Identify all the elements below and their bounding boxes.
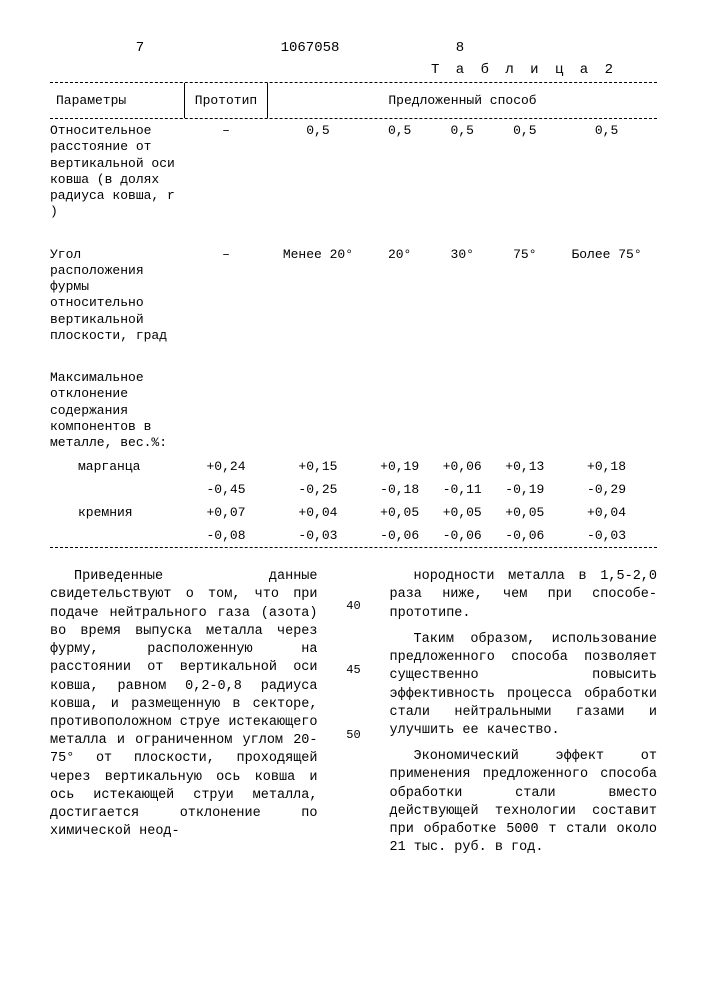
cell: –: [185, 243, 268, 349]
cell: -0,03: [556, 524, 657, 547]
cell: 30°: [431, 243, 494, 349]
th-params: Параметры: [50, 83, 185, 118]
table-row: Максимальное отклонение содержания компо…: [50, 366, 657, 455]
page-num-left: 7: [50, 40, 230, 56]
line-mark: 50: [346, 727, 360, 743]
cell: +0,07: [185, 501, 268, 524]
table-row: -0,08 -0,03 -0,06 -0,06 -0,06 -0,03: [50, 524, 657, 547]
row-label: Угол расположения фурмы относительно вер…: [50, 243, 185, 349]
cell: +0,05: [368, 501, 431, 524]
table-row: марганца +0,24 +0,15 +0,19 +0,06 +0,13 +…: [50, 455, 657, 478]
doc-number: 1067058: [230, 40, 390, 56]
cell: Менее 20°: [268, 243, 369, 349]
row-label: Относительное расстояние от вертикальной…: [50, 119, 185, 225]
cell: -0,11: [431, 478, 494, 501]
cell: +0,13: [494, 455, 557, 478]
table-header-row: Параметры Прототип Предложенный способ: [50, 83, 657, 118]
body-text: Приведенные данные свидетельствуют о том…: [50, 568, 657, 865]
row-label: марганца: [50, 455, 185, 478]
paragraph: Таким образом, использование предложенно…: [390, 631, 658, 740]
page-num-right: 8: [390, 40, 530, 56]
cell: 20°: [368, 243, 431, 349]
table-row: Угол расположения фурмы относительно вер…: [50, 243, 657, 349]
cell: Более 75°: [556, 243, 657, 349]
page-numbers: 7 1067058 8: [50, 40, 657, 56]
row-label: [50, 478, 185, 501]
cell: 75°: [494, 243, 557, 349]
row-label: [50, 524, 185, 547]
cell: -0,25: [268, 478, 369, 501]
cell: +0,06: [431, 455, 494, 478]
cell: -0,19: [494, 478, 557, 501]
cell: +0,04: [268, 501, 369, 524]
cell: -0,29: [556, 478, 657, 501]
left-column: Приведенные данные свидетельствуют о том…: [50, 568, 318, 865]
cell: -0,03: [268, 524, 369, 547]
cell: 0,5: [494, 119, 557, 225]
table-row: кремния +0,07 +0,04 +0,05 +0,05 +0,05 +0…: [50, 501, 657, 524]
line-mark: 40: [346, 598, 360, 614]
table-row: Относительное расстояние от вертикальной…: [50, 119, 657, 225]
cell: -0,45: [185, 478, 268, 501]
cell: +0,24: [185, 455, 268, 478]
table-row: -0,45 -0,25 -0,18 -0,11 -0,19 -0,29: [50, 478, 657, 501]
cell: -0,18: [368, 478, 431, 501]
cell: –: [185, 119, 268, 225]
cell: +0,15: [268, 455, 369, 478]
table-bottom-rule: [50, 547, 657, 548]
line-number-marks: 40 45 50: [342, 568, 366, 865]
cell: +0,18: [556, 455, 657, 478]
cell: 0,5: [431, 119, 494, 225]
cell: -0,06: [494, 524, 557, 547]
cell: -0,06: [368, 524, 431, 547]
cell: 0,5: [268, 119, 369, 225]
cell: +0,04: [556, 501, 657, 524]
cell: 0,5: [556, 119, 657, 225]
cell: -0,06: [431, 524, 494, 547]
cell: -0,08: [185, 524, 268, 547]
paragraph: нородности металла в 1,5-2,0 раза ниже, …: [390, 568, 658, 623]
line-mark: 45: [346, 662, 360, 678]
paragraph: Экономический эффект от применения предл…: [390, 748, 658, 857]
right-column: нородности металла в 1,5-2,0 раза ниже, …: [390, 568, 658, 865]
cell: 0,5: [368, 119, 431, 225]
cell: +0,05: [431, 501, 494, 524]
cell: +0,05: [494, 501, 557, 524]
table-caption: Т а б л и ц а 2: [50, 62, 657, 78]
th-method: Предложенный способ: [268, 83, 658, 118]
row-label: Максимальное отклонение содержания компо…: [50, 366, 185, 455]
row-label: кремния: [50, 501, 185, 524]
cell: +0,19: [368, 455, 431, 478]
paragraph: Приведенные данные свидетельствуют о том…: [50, 568, 318, 841]
th-proto: Прототип: [185, 83, 268, 118]
data-table: Параметры Прототип Предложенный способ О…: [50, 83, 657, 547]
